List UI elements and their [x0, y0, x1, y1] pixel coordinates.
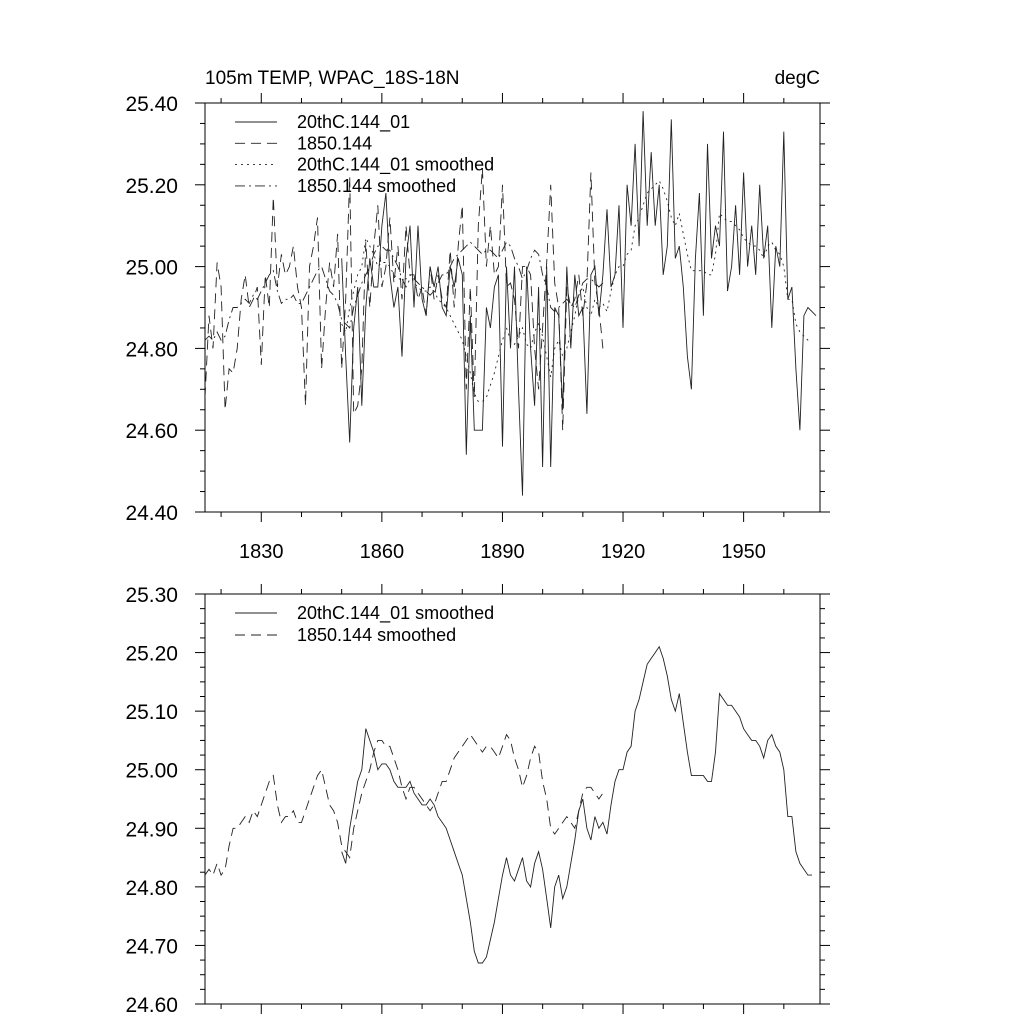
series-line-20thc-144-01 — [341, 111, 817, 496]
y-tick-label: 24.80 — [125, 338, 178, 361]
x-tick-label: 1830 — [239, 541, 284, 563]
top-panel: 1830 1860 1890 1920 1950 24.40 24.60 24.80 25.00… — [125, 68, 830, 563]
bottom-panel: 24.60 24.70 24.80 24.90 25.00 25.10 25.20 25.30… — [125, 584, 830, 1017]
series-line-20thc-144-01-smoothed — [341, 179, 812, 403]
y-tick-label: 24.60 — [125, 994, 178, 1017]
y-tick-label: 24.90 — [125, 818, 178, 841]
y-tick-label: 24.80 — [125, 877, 178, 900]
x-tick-label: 1890 — [480, 541, 525, 563]
legend-label: 1850.144 smoothed — [297, 625, 456, 645]
x-tick-label: 1950 — [721, 541, 766, 563]
y-tick-label: 25.30 — [125, 584, 178, 607]
legend-label: 20thC.144_01 smoothed — [297, 603, 494, 624]
legend-label: 20thC.144_01 smoothed — [297, 155, 494, 176]
chart-title: 105m TEMP, WPAC_18S-18N — [205, 68, 460, 89]
y-tick-label: 25.20 — [125, 175, 178, 198]
series-line-20thc-144-01-smoothed — [341, 645, 812, 964]
legend-label: 20thC.144_01 — [297, 112, 410, 133]
y-tick-label: 25.20 — [125, 643, 178, 666]
legend-label: 1850.144 smoothed — [297, 176, 456, 196]
series-line-1850-144-smoothed — [205, 241, 604, 341]
plot-frame — [204, 593, 821, 1005]
series-line-1850-144 — [205, 168, 604, 431]
y-tick-label: 25.10 — [125, 701, 178, 724]
units-label: degC — [775, 68, 820, 89]
x-tick-label: 1920 — [601, 541, 646, 563]
y-tick-label: 25.00 — [125, 760, 178, 783]
series-line-1850-144-smoothed — [205, 733, 604, 877]
y-tick-label: 24.60 — [125, 420, 178, 443]
y-tick-label: 24.40 — [125, 502, 178, 525]
y-tick-label: 24.70 — [125, 935, 178, 958]
y-tick-label: 25.00 — [125, 257, 178, 280]
x-tick-label: 1860 — [360, 541, 405, 563]
y-tick-label: 25.40 — [125, 93, 178, 116]
legend-label: 1850.144 — [297, 133, 372, 153]
